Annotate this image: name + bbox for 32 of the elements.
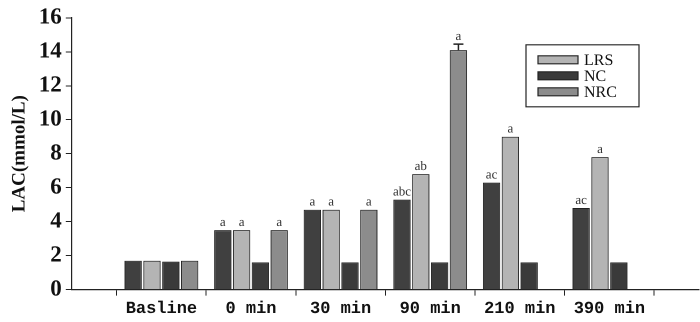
data-label: ac [486, 166, 498, 182]
y-axis-title: LAC(mmol/L) [8, 95, 30, 212]
data-label: a [220, 214, 226, 230]
x-tick-label: 90 min [400, 300, 461, 320]
y-tick-label: 10 [38, 106, 62, 131]
y-tick-label: 0 [50, 276, 62, 301]
x-tick-label: 210 min [484, 300, 556, 320]
x-tick-label: 0 min [225, 300, 277, 320]
data-label: a [366, 194, 372, 209]
data-label: a [597, 141, 604, 156]
y-tick-label: 6 [50, 174, 62, 199]
y-tick-label: 4 [50, 208, 62, 233]
y-tick-label: 2 [50, 242, 62, 267]
data-label: a [238, 214, 245, 230]
x-tick-label: Basline [126, 300, 198, 320]
data-label: abc [392, 183, 412, 198]
y-tick-label: 8 [50, 140, 62, 165]
y-tick-label: 14 [38, 38, 62, 63]
data-label: ab [414, 158, 427, 174]
data-label: a [309, 194, 316, 209]
data-label: a [328, 194, 334, 209]
data-label: a [508, 120, 514, 136]
x-tick-label: 390 min [574, 300, 646, 320]
y-tick-label: 12 [38, 72, 62, 97]
y-tick-label: 16 [38, 4, 62, 29]
legend-label: NRC [584, 84, 617, 102]
legend-label: NC [584, 68, 606, 86]
data-label: a [456, 28, 462, 44]
data-label: ac [575, 192, 588, 207]
data-label: a [276, 214, 282, 230]
legend-label: LRS [584, 52, 614, 70]
x-tick-label: 30 min [310, 300, 372, 320]
